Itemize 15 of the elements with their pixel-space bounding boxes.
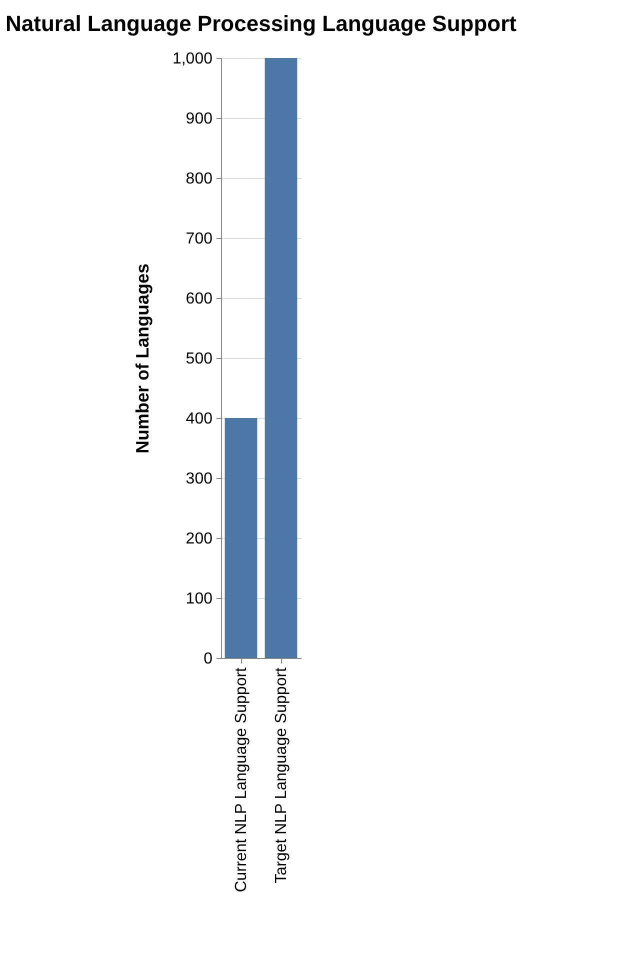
y-tick-label: 700 [186, 230, 213, 248]
x-tick-label: Current NLP Language Support [233, 666, 250, 892]
chart-title: Natural Language Processing Language Support [6, 11, 518, 36]
y-tick-label: 900 [186, 110, 213, 128]
y-axis-title: Number of Languages [132, 263, 152, 454]
y-tick-label: 100 [186, 590, 213, 608]
y-tick-label: 200 [186, 530, 213, 548]
y-tick-label: 600 [186, 290, 213, 308]
y-tick-label: 400 [186, 410, 213, 428]
y-tick-label: 1,000 [172, 50, 213, 68]
x-tick-label: Target NLP Language Support [273, 666, 290, 884]
y-tick-label: 300 [186, 470, 213, 488]
y-tick-label: 500 [186, 350, 213, 368]
y-tick-label: 800 [186, 170, 213, 188]
y-tick-label: 0 [204, 650, 213, 668]
